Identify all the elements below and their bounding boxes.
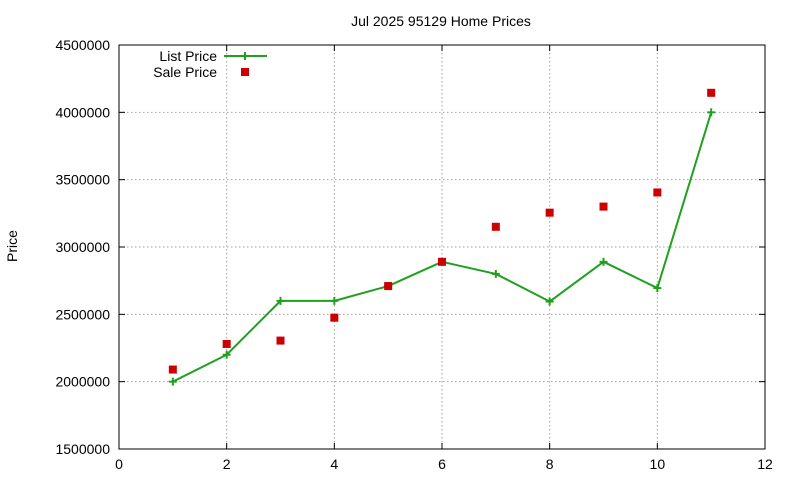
list-price-point — [222, 350, 231, 359]
list-price-point — [276, 296, 285, 305]
sale-price-point — [168, 365, 177, 374]
list-price-point — [545, 297, 554, 306]
sale-price-point — [438, 257, 446, 266]
y-tick-label: 3500000 — [55, 172, 110, 188]
legend-square-swatch — [241, 68, 249, 76]
list-price-point — [599, 257, 608, 266]
y-tick-label: 4500000 — [55, 37, 110, 53]
sale-price-point — [222, 339, 231, 348]
list-price-point — [707, 108, 716, 117]
y-tick-label: 3000000 — [55, 239, 110, 255]
legend-label: Sale Price — [153, 64, 217, 80]
x-tick-label: 0 — [115, 456, 123, 472]
list-price-point — [168, 377, 177, 386]
x-tick-label: 12 — [757, 456, 773, 472]
sale-price-point — [653, 188, 662, 197]
x-tick-label: 2 — [223, 456, 231, 472]
legend-label: List Price — [159, 48, 217, 64]
y-tick-label: 4000000 — [55, 104, 110, 120]
sale-price-point — [491, 222, 500, 231]
sale-price-point — [384, 282, 393, 291]
y-tick-label: 2000000 — [55, 374, 110, 390]
series-layer — [168, 88, 716, 386]
sale-price-point — [330, 313, 339, 322]
sale-price-point — [545, 208, 554, 217]
chart-title: Jul 2025 95129 Home Prices — [351, 13, 531, 29]
y-tick-label: 1500000 — [55, 441, 110, 457]
sale-price-point — [599, 202, 608, 211]
x-tick-label: 6 — [438, 456, 446, 472]
x-tick-label: 8 — [546, 456, 554, 472]
grid — [119, 45, 765, 449]
legend-plus-swatch — [241, 52, 249, 60]
x-tick-label: 10 — [650, 456, 666, 472]
sale-price-point — [276, 336, 285, 345]
x-tick-label: 4 — [330, 456, 338, 472]
list-price-point — [330, 296, 339, 305]
ticks: 0 2 4 6 8 10 12 1500000 2000000 2500000 3000000 350… — [55, 37, 773, 472]
sale-price-point — [707, 88, 716, 97]
y-tick-label: 2500000 — [55, 306, 110, 322]
list-price-point — [653, 284, 662, 293]
list-price-point — [491, 269, 500, 278]
y-axis-label: Price — [4, 230, 20, 262]
